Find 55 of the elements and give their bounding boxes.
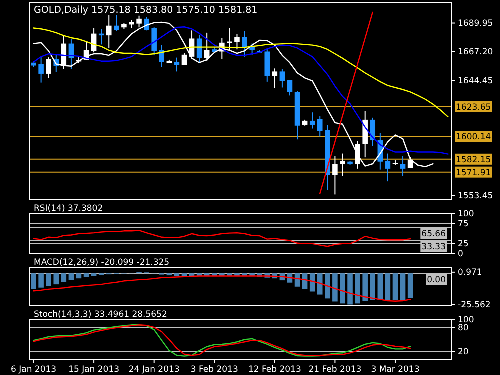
candlestick	[174, 57, 180, 72]
y-tick-label: 75	[458, 220, 469, 230]
ref-line-label: 1600.14	[456, 132, 492, 143]
candlestick	[38, 57, 44, 84]
candlestick	[287, 80, 293, 96]
y-tick-label: 0	[458, 250, 464, 260]
y-tick-label: 0.971	[458, 268, 482, 278]
x-tick-label: 6 Jan 2013	[10, 365, 57, 375]
candlestick	[400, 156, 406, 178]
candlestick	[370, 117, 376, 147]
line-series	[33, 230, 412, 248]
y-tick-label: 1689.95	[458, 18, 494, 29]
candlestick	[152, 27, 157, 56]
ref-line-label: 1623.65	[456, 102, 492, 113]
x-tick-label: 3 Mar 2013	[371, 365, 420, 375]
y-tick-label: 20	[458, 348, 469, 358]
candlestick	[204, 32, 210, 62]
ref-line-label: 65.66	[422, 230, 446, 240]
x-tick-label: 15 Jan 2013	[68, 365, 120, 375]
ref-line-label: 33.33	[422, 242, 446, 253]
y-tick-label: 100	[458, 210, 474, 220]
candlestick	[114, 14, 120, 32]
candlestick	[272, 68, 278, 89]
candlestick	[317, 116, 323, 138]
candlestick	[385, 153, 391, 182]
y-tick-label: 25	[458, 240, 469, 250]
candlestick	[280, 68, 286, 88]
chart-title: RSI(14) 37.3802	[34, 204, 104, 214]
candlestick	[46, 57, 52, 79]
y-tick-label: 1667.20	[458, 48, 494, 58]
y-tick-label: 1644.45	[458, 76, 494, 86]
ref-line-label: 0.00	[427, 276, 446, 286]
y-tick-label: -25.562	[458, 300, 491, 310]
candlestick	[332, 156, 338, 196]
candlestick	[310, 112, 316, 130]
candlestick	[242, 30, 248, 58]
candlestick	[340, 153, 346, 177]
y-tick-label: 1553.45	[458, 191, 494, 202]
chart-title: Stoch(14,3,3) 33.4961 28.5652	[34, 310, 168, 320]
line-series	[320, 12, 374, 194]
candlestick	[144, 16, 150, 32]
candlestick	[106, 14, 112, 49]
ref-line-label: 1571.91	[456, 168, 492, 178]
x-tick-label: 21 Feb 2013	[308, 365, 362, 375]
y-tick-label: 80	[458, 324, 469, 334]
x-tick-label: 12 Feb 2013	[248, 365, 302, 375]
chart-title: GOLD,Daily 1575.18 1583.80 1575.10 1581.81	[34, 5, 258, 16]
line-series	[33, 28, 449, 118]
x-tick-label: 3 Feb 2013	[190, 365, 238, 375]
chart-title: MACD(12,26,9) -20.099 -21.325	[34, 258, 170, 268]
candlestick	[234, 34, 240, 50]
ref-line-label: 1582.15	[456, 155, 492, 166]
candlestick	[159, 44, 165, 68]
x-tick-label: 24 Jan 2013	[128, 365, 180, 375]
line-series	[33, 276, 412, 302]
